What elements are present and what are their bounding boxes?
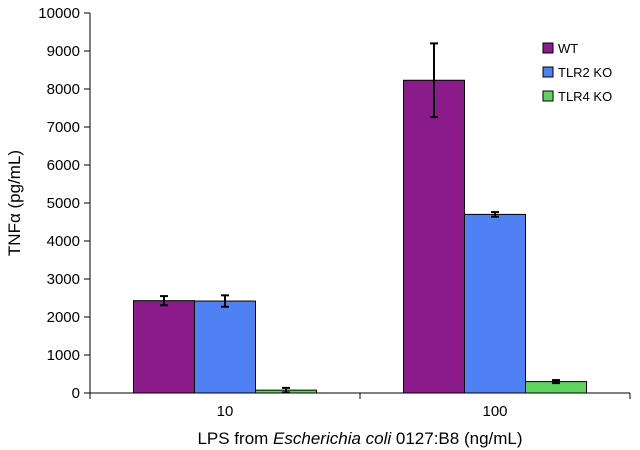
y-tick-label: 2000 [47, 309, 80, 326]
legend: WT TLR2 KO TLR4 KO [542, 41, 612, 104]
y-tick-label: 0 [72, 385, 80, 402]
y-tick-label: 1000 [47, 347, 80, 364]
bar-wt-100 [403, 79, 465, 394]
y-tick-label: 9000 [47, 43, 80, 60]
legend-label: TLR4 KO [558, 89, 612, 104]
legend-label: WT [558, 41, 578, 56]
x-axis-title-part-1: LPS from [197, 429, 273, 448]
bar-tlr2-ko-100 [464, 213, 526, 394]
x-tick-label: 10 [217, 403, 234, 420]
y-tick-label: 8000 [47, 81, 80, 98]
legend-swatch [542, 42, 554, 54]
y-tick-label: 7000 [47, 119, 80, 136]
y-tick-label: 4000 [47, 233, 80, 250]
x-ticks-group: 10 100 [89, 393, 631, 420]
bar-wt-10 [133, 300, 195, 394]
x-axis-title-part-3: 0127:B8 (ng/mL) [396, 429, 523, 448]
x-axis-title-species: Escherichia coli [273, 429, 392, 448]
legend-label: TLR2 KO [558, 65, 612, 80]
y-axis-title: TNFα (pg/mL) [5, 150, 24, 256]
plot-area: 0 1000 2000 3000 4000 5000 6000 7000 8000 9000 100… [38, 5, 631, 420]
y-tick-label: 6000 [47, 157, 80, 174]
x-tick-label: 100 [482, 403, 507, 420]
y-tick-label: 5000 [47, 195, 80, 212]
x-axis-title: LPS from Escherichia coli 0127:B8 (ng/mL… [197, 429, 522, 448]
legend-swatch [542, 66, 554, 78]
y-tick-label: 10000 [38, 5, 80, 22]
y-ticks-group: 0 1000 2000 3000 4000 5000 6000 7000 8000 9000 100… [38, 5, 90, 402]
bar-tlr2-ko-10 [194, 300, 256, 394]
error-bars-group [160, 42, 560, 394]
bars-group [133, 79, 587, 394]
y-tick-label: 3000 [47, 271, 80, 288]
legend-swatch [542, 90, 554, 102]
